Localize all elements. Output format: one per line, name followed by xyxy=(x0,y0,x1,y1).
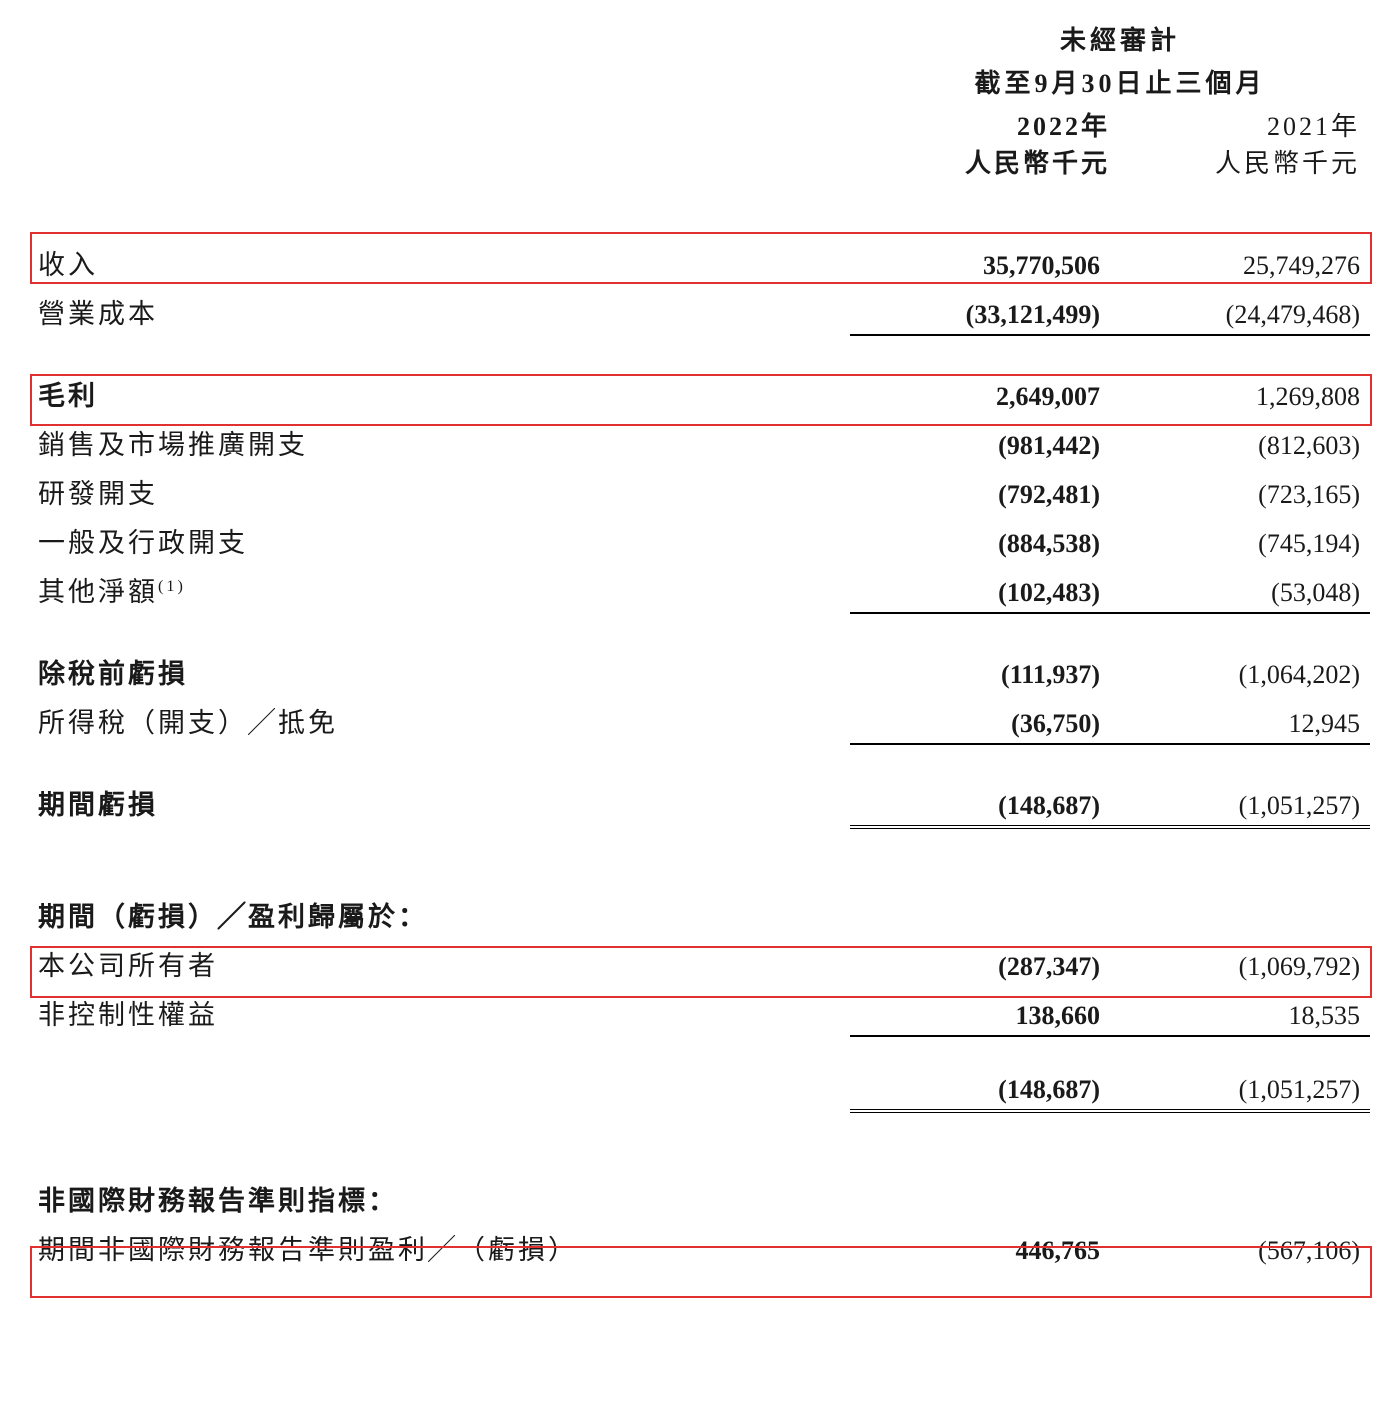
label-lbt: 除稅前虧損 xyxy=(30,652,850,691)
val-tax-2022: (36,750) xyxy=(850,709,1110,745)
label-selling-mkt: 銷售及市場推廣開支 xyxy=(30,423,850,462)
val-on-2021: (53,048) xyxy=(1110,578,1370,614)
row-tax: 所得稅（開支）╱抵免 (36,750) 12,945 xyxy=(30,696,1370,750)
row-gen-admin: 一般及行政開支 (884,538) (745,194) xyxy=(30,516,1370,565)
label-attrib-header: 期間（虧損）╱盈利歸屬於： xyxy=(30,895,850,934)
row-attrib-header: 期間（虧損）╱盈利歸屬於： xyxy=(30,890,1370,939)
val-revenue-2021: 25,749,276 xyxy=(1110,251,1370,281)
val-owners-2021: (1,069,792) xyxy=(1110,952,1370,982)
label-revenue: 收入 xyxy=(30,243,850,282)
val-nip-2022: 446,765 xyxy=(850,1236,1110,1266)
val-ga-2022: (884,538) xyxy=(850,529,1110,559)
val-gp-2022: 2,649,007 xyxy=(850,382,1110,412)
val-sub-2022: (148,687) xyxy=(850,1075,1110,1113)
label-cost-of-sales: 營業成本 xyxy=(30,292,850,331)
unit-2022: 人民幣千元 xyxy=(870,143,1120,180)
val-revenue-2022: 35,770,506 xyxy=(850,251,1110,281)
row-nonifrs-profit: 期間非國際財務報告準則盈利╱（虧損） 446,765 (567,106) xyxy=(30,1223,1370,1272)
val-owners-2022: (287,347) xyxy=(850,952,1110,982)
row-nci: 非控制性權益 138,660 18,535 xyxy=(30,988,1370,1042)
row-revenue: 收入 35,770,506 25,749,276 xyxy=(30,238,1370,287)
audit-status: 未經審計 xyxy=(870,20,1370,57)
income-statement: 未經審計 截至9月30日止三個月 2022年 2021年 人民幣千元 人民幣千元… xyxy=(30,20,1370,1272)
row-loss-before-tax: 除稅前虧損 (111,937) (1,064,202) xyxy=(30,647,1370,696)
table-header: 未經審計 截至9月30日止三個月 2022年 2021年 人民幣千元 人民幣千元 xyxy=(30,20,1370,180)
row-rnd: 研發開支 (792,481) (723,165) xyxy=(30,467,1370,516)
label-gen-admin: 一般及行政開支 xyxy=(30,521,850,560)
label-owners: 本公司所有者 xyxy=(30,944,850,983)
val-tax-2021: 12,945 xyxy=(1110,709,1370,745)
val-nci-2022: 138,660 xyxy=(850,1001,1110,1037)
label-nci: 非控制性權益 xyxy=(30,993,850,1032)
row-nonifrs-header: 非國際財務報告準則指標： xyxy=(30,1174,1370,1223)
val-on-2022: (102,483) xyxy=(850,578,1110,614)
period-label: 截至9月30日止三個月 xyxy=(870,63,1370,100)
val-pl-2022: (148,687) xyxy=(850,791,1110,829)
label-other-net: 其他淨額(1) xyxy=(30,570,850,609)
year-2021: 2021年 xyxy=(1120,106,1370,143)
val-cos-2022: (33,121,499) xyxy=(850,300,1110,336)
val-gp-2021: 1,269,808 xyxy=(1110,382,1370,412)
row-cost-of-sales: 營業成本 (33,121,499) (24,479,468) xyxy=(30,287,1370,341)
val-lbt-2022: (111,937) xyxy=(850,660,1110,690)
val-sub-2021: (1,051,257) xyxy=(1110,1075,1370,1113)
row-period-loss: 期間虧損 (148,687) (1,051,257) xyxy=(30,778,1370,834)
label-gross-profit: 毛利 xyxy=(30,374,850,413)
val-lbt-2021: (1,064,202) xyxy=(1110,660,1370,690)
val-rnd-2021: (723,165) xyxy=(1110,480,1370,510)
row-gross-profit: 毛利 2,649,007 1,269,808 xyxy=(30,369,1370,418)
val-ga-2021: (745,194) xyxy=(1110,529,1370,559)
label-tax: 所得稅（開支）╱抵免 xyxy=(30,701,850,740)
val-sm-2022: (981,442) xyxy=(850,431,1110,461)
val-nip-2021: (567,106) xyxy=(1110,1236,1370,1266)
val-pl-2021: (1,051,257) xyxy=(1110,791,1370,829)
label-nonifrs-profit: 期間非國際財務報告準則盈利╱（虧損） xyxy=(30,1228,850,1267)
row-owners: 本公司所有者 (287,347) (1,069,792) xyxy=(30,939,1370,988)
year-2022: 2022年 xyxy=(870,106,1120,143)
val-sm-2021: (812,603) xyxy=(1110,431,1370,461)
val-cos-2021: (24,479,468) xyxy=(1110,300,1370,336)
val-nci-2021: 18,535 xyxy=(1110,1001,1370,1037)
row-subtotal: (148,687) (1,051,257) xyxy=(30,1070,1370,1118)
label-period-loss: 期間虧損 xyxy=(30,783,850,822)
val-rnd-2022: (792,481) xyxy=(850,480,1110,510)
label-rnd: 研發開支 xyxy=(30,472,850,511)
row-selling-mkt: 銷售及市場推廣開支 (981,442) (812,603) xyxy=(30,418,1370,467)
row-other-net: 其他淨額(1) (102,483) (53,048) xyxy=(30,565,1370,619)
unit-2021: 人民幣千元 xyxy=(1120,143,1370,180)
label-nonifrs-header: 非國際財務報告準則指標： xyxy=(30,1179,850,1218)
